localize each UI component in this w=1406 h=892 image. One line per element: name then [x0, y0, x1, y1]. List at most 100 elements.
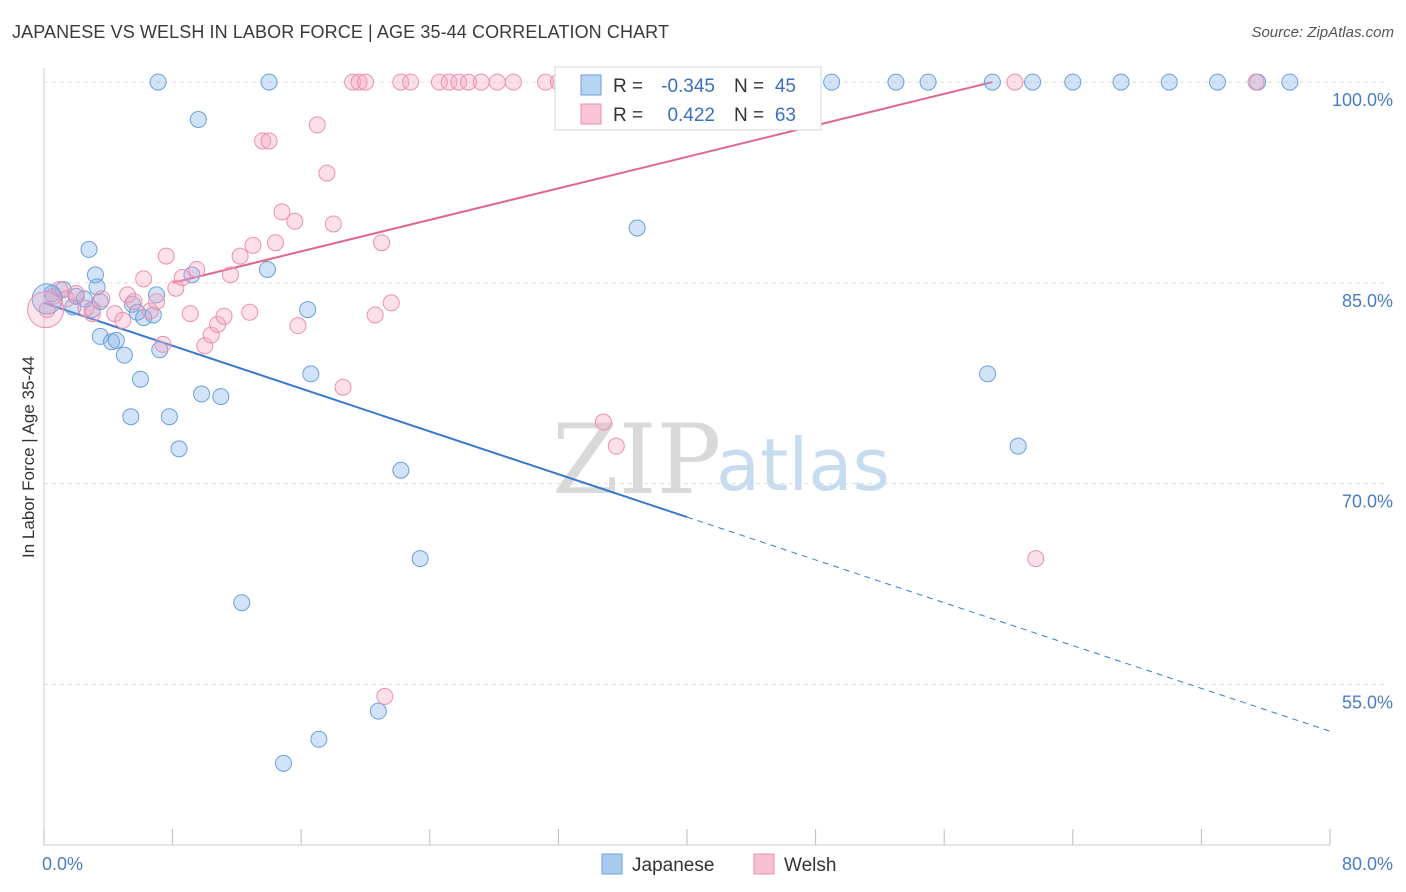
- welsh-point: [114, 311, 132, 329]
- bottom-legend-label-japanese: Japanese: [632, 855, 714, 876]
- welsh-point: [119, 286, 137, 304]
- japanese-point: [91, 327, 109, 345]
- legend-n-value: 45: [775, 76, 796, 97]
- series-legend: Japanese Welsh: [601, 853, 836, 876]
- japanese-trend-line: [43, 301, 688, 519]
- japanese-point: [1208, 73, 1226, 91]
- grid-lines: [44, 81, 1385, 685]
- y-tick-label: 100.0%: [1332, 90, 1393, 110]
- y-tick-label: 55.0%: [1342, 692, 1393, 712]
- japanese-point: [160, 408, 178, 426]
- welsh-point: [154, 335, 172, 353]
- bottom-legend-swatch-japanese: [601, 853, 623, 875]
- welsh-point: [273, 203, 291, 221]
- welsh-point: [244, 236, 262, 254]
- welsh-point: [51, 281, 69, 299]
- legend-n-label: N =: [734, 105, 764, 126]
- japanese-point: [131, 370, 149, 388]
- correlation-legend: R = -0.345 N = 45 R = 0.422 N = 63: [554, 66, 822, 131]
- japanese-point: [258, 260, 276, 278]
- legend-r-value: -0.345: [661, 76, 715, 97]
- legend-swatch-welsh: [580, 103, 602, 125]
- welsh-point: [231, 247, 249, 265]
- chart-source: Source: ZipAtlas.com: [1251, 24, 1394, 41]
- japanese-point: [148, 286, 166, 304]
- japanese-point: [212, 388, 230, 406]
- welsh-point: [472, 73, 490, 91]
- japanese-point: [823, 73, 841, 91]
- japanese-point: [115, 346, 133, 364]
- welsh-point: [1247, 73, 1265, 91]
- welsh-point: [173, 268, 191, 286]
- japanese-point: [1009, 437, 1027, 455]
- welsh-point: [324, 215, 342, 233]
- legend-swatch-japanese: [580, 74, 602, 96]
- welsh-point: [308, 116, 326, 134]
- welsh-point: [266, 234, 284, 252]
- japanese-point: [1024, 73, 1042, 91]
- y-tick-label: 70.0%: [1342, 492, 1393, 512]
- japanese-point: [233, 594, 251, 612]
- welsh-point: [392, 73, 410, 91]
- japanese-point: [983, 73, 1001, 91]
- welsh-point: [125, 293, 143, 311]
- welsh-point: [188, 260, 206, 278]
- welsh-point: [350, 73, 368, 91]
- x-tick-label: 80.0%: [1342, 854, 1393, 874]
- japanese-point: [411, 550, 429, 568]
- japanese-point: [80, 240, 98, 258]
- welsh-point: [366, 306, 384, 324]
- japanese-point: [151, 341, 169, 359]
- legend-n-value: 63: [775, 105, 796, 126]
- welsh-trend-line: [172, 81, 993, 284]
- watermark-zip: ZIP: [552, 404, 721, 516]
- japanese-point: [183, 266, 201, 284]
- welsh-point: [181, 305, 199, 323]
- welsh-point: [537, 73, 555, 91]
- welsh-point: [488, 73, 506, 91]
- welsh-point: [504, 73, 522, 91]
- welsh-point: [376, 687, 394, 705]
- japanese-point: [1281, 73, 1299, 91]
- japanese-point: [1160, 73, 1178, 91]
- japanese-point: [260, 73, 278, 91]
- legend-r-label: R =: [613, 76, 643, 97]
- welsh-point: [148, 293, 166, 311]
- japanese-point: [149, 73, 167, 91]
- welsh-point: [27, 291, 65, 329]
- japanese-point: [170, 440, 188, 458]
- japanese-point: [135, 309, 153, 327]
- japanese-point: [919, 73, 937, 91]
- axes: 100.0% 85.0% 70.0% 55.0% 0.0% 80.0% In Labor F…: [19, 68, 1393, 874]
- welsh-point: [93, 290, 111, 308]
- bottom-legend-label-welsh: Welsh: [784, 855, 836, 876]
- japanese-point: [628, 219, 646, 237]
- japanese-point: [275, 754, 293, 772]
- welsh-point: [607, 437, 625, 455]
- x-tick-label: 0.0%: [42, 854, 83, 874]
- japanese-point: [979, 365, 997, 383]
- welsh-point: [196, 337, 214, 355]
- japanese-point: [31, 283, 63, 315]
- welsh-point: [373, 234, 391, 252]
- welsh-point: [1027, 550, 1045, 568]
- japanese-point: [193, 385, 211, 403]
- japanese-point: [1112, 73, 1130, 91]
- welsh-point: [289, 317, 307, 335]
- trend-lines: [43, 81, 1331, 732]
- chart-title: JAPANESE VS WELSH IN LABOR FORCE | AGE 3…: [12, 22, 670, 42]
- japanese-point: [392, 461, 410, 479]
- welsh-point: [141, 302, 159, 320]
- watermark-atlas: atlas: [716, 423, 890, 507]
- welsh-point: [202, 326, 220, 344]
- japanese-trend-extension: [686, 516, 1331, 732]
- welsh-point: [1006, 73, 1024, 91]
- welsh-point: [260, 132, 278, 150]
- japanese-point: [299, 301, 317, 319]
- welsh-point: [450, 73, 468, 91]
- japanese-point: [310, 730, 328, 748]
- bottom-legend-swatch-welsh: [753, 853, 775, 875]
- japanese-point: [302, 365, 320, 383]
- welsh-point: [382, 294, 400, 312]
